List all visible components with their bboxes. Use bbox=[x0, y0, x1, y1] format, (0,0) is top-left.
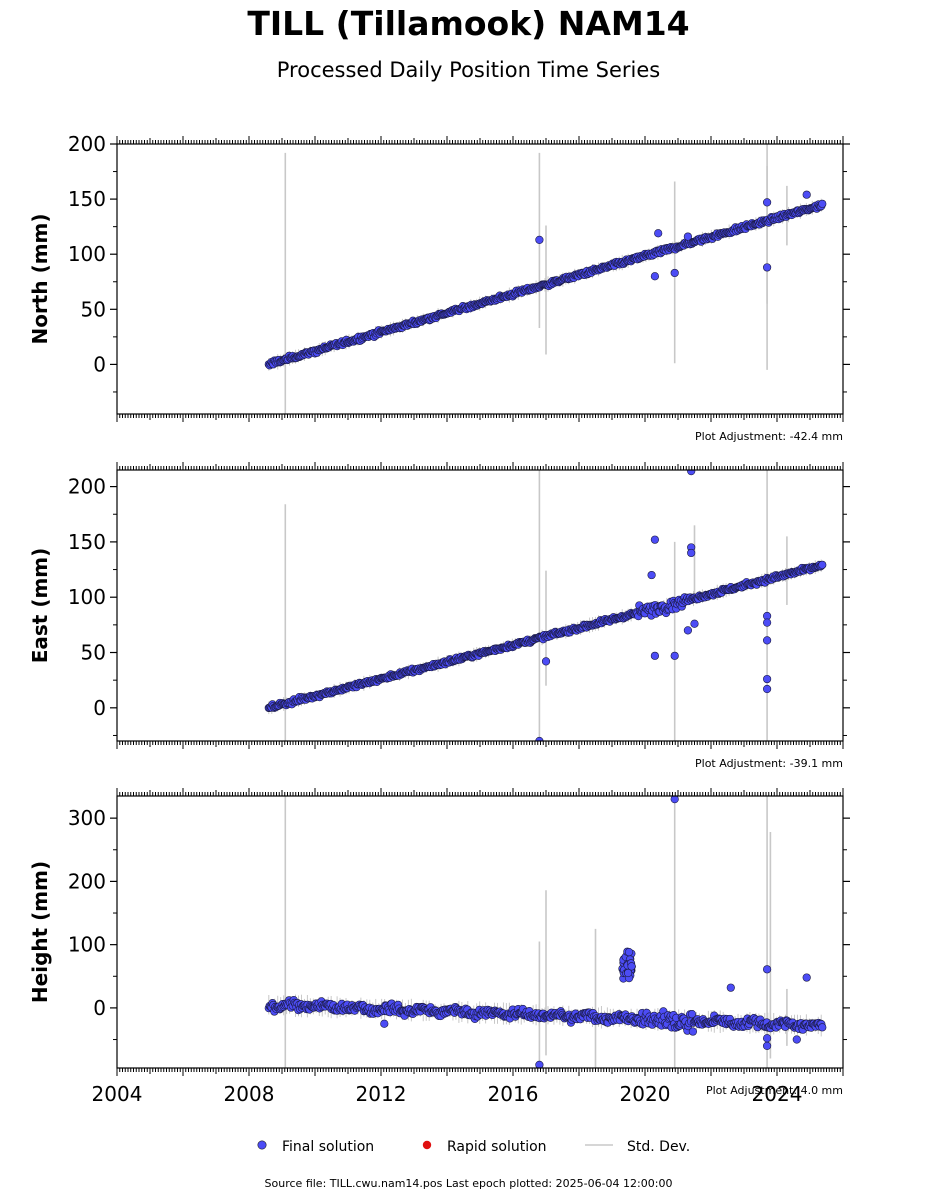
outlier-point bbox=[650, 535, 660, 544]
panel-east: 0 50 100 150 200 East (mm) Plot Adjustment: -3… bbox=[28, 462, 850, 770]
x-tick-label: 2012 bbox=[356, 1082, 407, 1106]
outlier-point bbox=[762, 263, 772, 272]
outlier-point bbox=[726, 983, 735, 992]
y-tick-label: 300 bbox=[68, 806, 106, 830]
plot-area bbox=[264, 796, 827, 1068]
y-tick-label: 0 bbox=[93, 352, 106, 376]
outlier-point bbox=[687, 548, 696, 558]
outlier-point bbox=[535, 736, 544, 741]
outlier-point bbox=[690, 619, 699, 628]
y-axis-label: Height (mm) bbox=[28, 861, 52, 1003]
outlier-point bbox=[670, 796, 679, 804]
legend-final: Final solution bbox=[256, 1136, 374, 1158]
plot-area bbox=[264, 470, 827, 741]
outlier-point bbox=[650, 272, 660, 281]
outlier-point bbox=[670, 268, 679, 278]
axes-frame bbox=[116, 143, 844, 415]
footer-source: Source file: TILL.cwu.nam14.pos Last epo… bbox=[264, 1177, 673, 1190]
outlier-point bbox=[647, 570, 656, 580]
x-tick-label: 2016 bbox=[488, 1082, 539, 1106]
data-point bbox=[818, 560, 827, 569]
time-series-plots: 0 50 100 150 200 North (mm) Plot Adjustment: -… bbox=[28, 132, 850, 1106]
y-tick-label: 150 bbox=[68, 187, 106, 211]
x-tick-label: 2004 bbox=[92, 1082, 143, 1106]
y-tick-label: 200 bbox=[68, 475, 106, 499]
legend-std-label: Std. Dev. bbox=[627, 1139, 691, 1155]
outlier-point bbox=[762, 965, 772, 974]
y-tick-label: 200 bbox=[68, 869, 106, 893]
outlier-point bbox=[762, 1034, 772, 1043]
y-tick-label: 100 bbox=[68, 933, 106, 957]
outlier-point bbox=[541, 657, 551, 666]
data-point bbox=[688, 1027, 698, 1036]
data-point bbox=[818, 199, 827, 208]
y-tick-label: 50 bbox=[81, 297, 106, 321]
outlier-point bbox=[687, 470, 696, 476]
axes-frame bbox=[116, 469, 844, 742]
y-tick-label: 150 bbox=[68, 530, 106, 554]
plot-adjustment: Plot Adjustment: -39.1 mm bbox=[695, 757, 843, 770]
y-tick-label: 100 bbox=[68, 242, 106, 266]
outlier-point bbox=[762, 674, 772, 684]
outlier-point bbox=[535, 235, 544, 244]
legend-rapid-label: Rapid solution bbox=[447, 1139, 547, 1155]
panel-height: 0 100 200 300 Height (mm) Plot Adjustment: 4.… bbox=[28, 788, 850, 1097]
outlier-point bbox=[802, 973, 811, 982]
data-point bbox=[623, 968, 633, 978]
chart-title: TILL (Tillamook) NAM14 bbox=[247, 4, 690, 43]
y-tick-label: 50 bbox=[81, 641, 106, 665]
outlier-point bbox=[380, 1019, 389, 1028]
outlier-point bbox=[654, 229, 663, 238]
outlier-point bbox=[802, 190, 811, 199]
legend-std: Std. Dev. bbox=[585, 1136, 690, 1158]
outlier-point bbox=[683, 626, 693, 635]
outlier-point bbox=[650, 651, 660, 660]
data-point bbox=[687, 1009, 697, 1019]
outlier-point bbox=[762, 198, 772, 207]
final-solution-points bbox=[264, 796, 827, 1068]
std-line-icon bbox=[585, 1139, 613, 1155]
outlier-point bbox=[762, 636, 772, 645]
legend-final-label: Final solution bbox=[282, 1139, 375, 1155]
x-tick-label: 2020 bbox=[620, 1082, 671, 1106]
final-solution-points bbox=[264, 190, 827, 370]
outlier-point bbox=[535, 1060, 544, 1068]
outlier-point bbox=[762, 618, 772, 627]
final-marker-icon bbox=[256, 1139, 268, 1155]
plot-adjustment: Plot Adjustment: 4.0 mm bbox=[706, 1084, 843, 1097]
legend: Final solution Rapid solution Std. Dev. bbox=[0, 1136, 937, 1158]
chart-subtitle: Processed Daily Position Time Series bbox=[276, 58, 661, 82]
outlier-point bbox=[792, 1035, 801, 1044]
y-axis-label: North (mm) bbox=[28, 213, 52, 344]
y-tick-label: 100 bbox=[68, 585, 106, 609]
data-point bbox=[627, 962, 636, 971]
outlier-point bbox=[670, 651, 679, 660]
outlier-point bbox=[762, 1041, 772, 1050]
rapid-marker-icon bbox=[421, 1139, 433, 1155]
legend-rapid: Rapid solution bbox=[421, 1136, 547, 1158]
x-tick-label: 2008 bbox=[224, 1082, 275, 1106]
outlier-point bbox=[762, 684, 772, 694]
plot-adjustment: Plot Adjustment: -42.4 mm bbox=[695, 430, 843, 443]
outlier-point bbox=[683, 232, 693, 241]
plot-area bbox=[264, 144, 827, 414]
x-tick-label: 2024 bbox=[752, 1082, 803, 1106]
y-tick-label: 0 bbox=[93, 696, 106, 720]
data-point bbox=[624, 948, 634, 957]
panel-north: 0 50 100 150 200 North (mm) Plot Adjustment: -… bbox=[28, 132, 850, 443]
data-point bbox=[818, 1023, 827, 1032]
y-axis-label: East (mm) bbox=[28, 548, 52, 664]
final-solution-points bbox=[264, 470, 827, 741]
y-tick-label: 0 bbox=[93, 996, 106, 1020]
y-tick-label: 200 bbox=[68, 132, 106, 156]
